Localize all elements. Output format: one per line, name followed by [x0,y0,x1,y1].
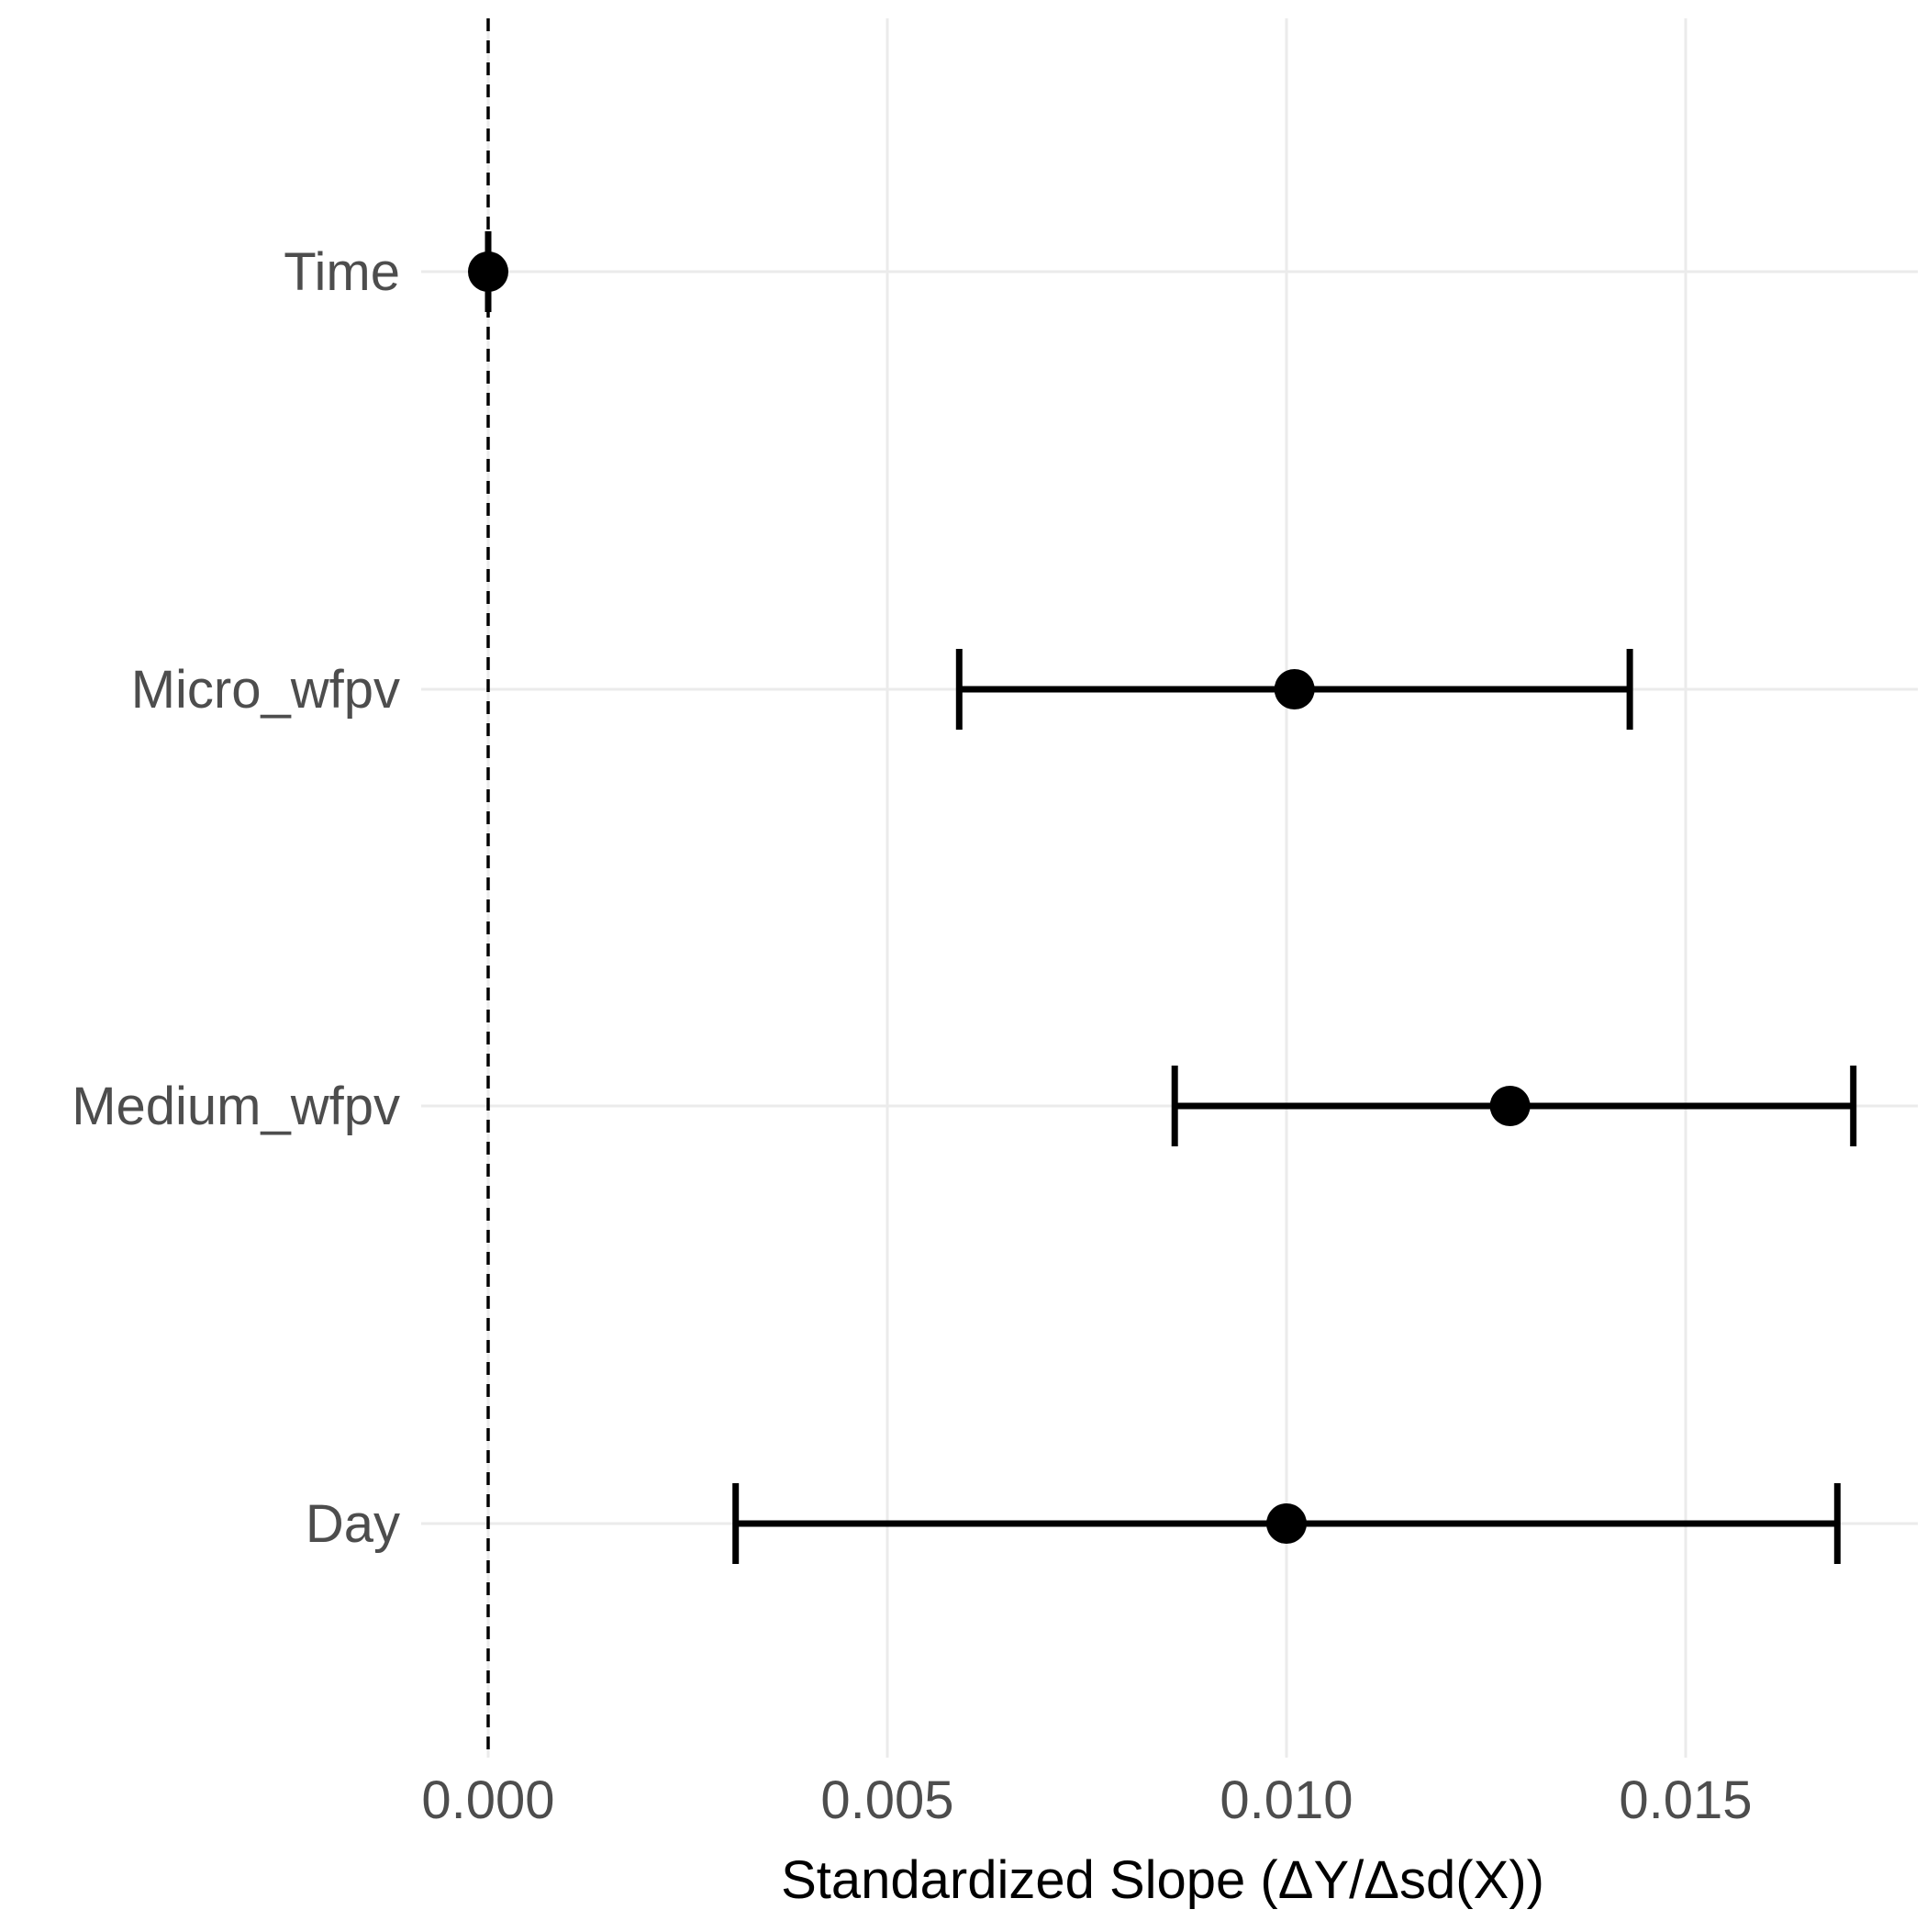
estimate-points [468,251,1531,1544]
y-axis-label: Micro_wfpv [131,660,400,720]
y-axis-label: Medium_wfpv [72,1077,400,1136]
x-axis-tick-labels: 0.000 0.005 0.010 0.015 [421,1770,1752,1830]
estimate-point-time [468,251,508,292]
x-axis-tick-label: 0.000 [421,1770,554,1830]
x-axis-tick-label: 0.015 [1619,1770,1752,1830]
estimate-point-day [1266,1503,1307,1544]
y-axis-label: Day [306,1494,400,1554]
y-axis-labels: Time Micro_wfpv Medium_wfpv Day [72,242,400,1554]
estimate-point-medium-wfpv [1489,1086,1531,1126]
y-axis-label: Time [284,242,400,302]
x-axis-tick-label: 0.010 [1220,1770,1353,1830]
x-axis-title: Standardized Slope (ΔY/Δsd(X)) [781,1850,1544,1910]
x-axis-tick-label: 0.005 [820,1770,953,1830]
estimate-point-micro-wfpv [1274,669,1315,709]
